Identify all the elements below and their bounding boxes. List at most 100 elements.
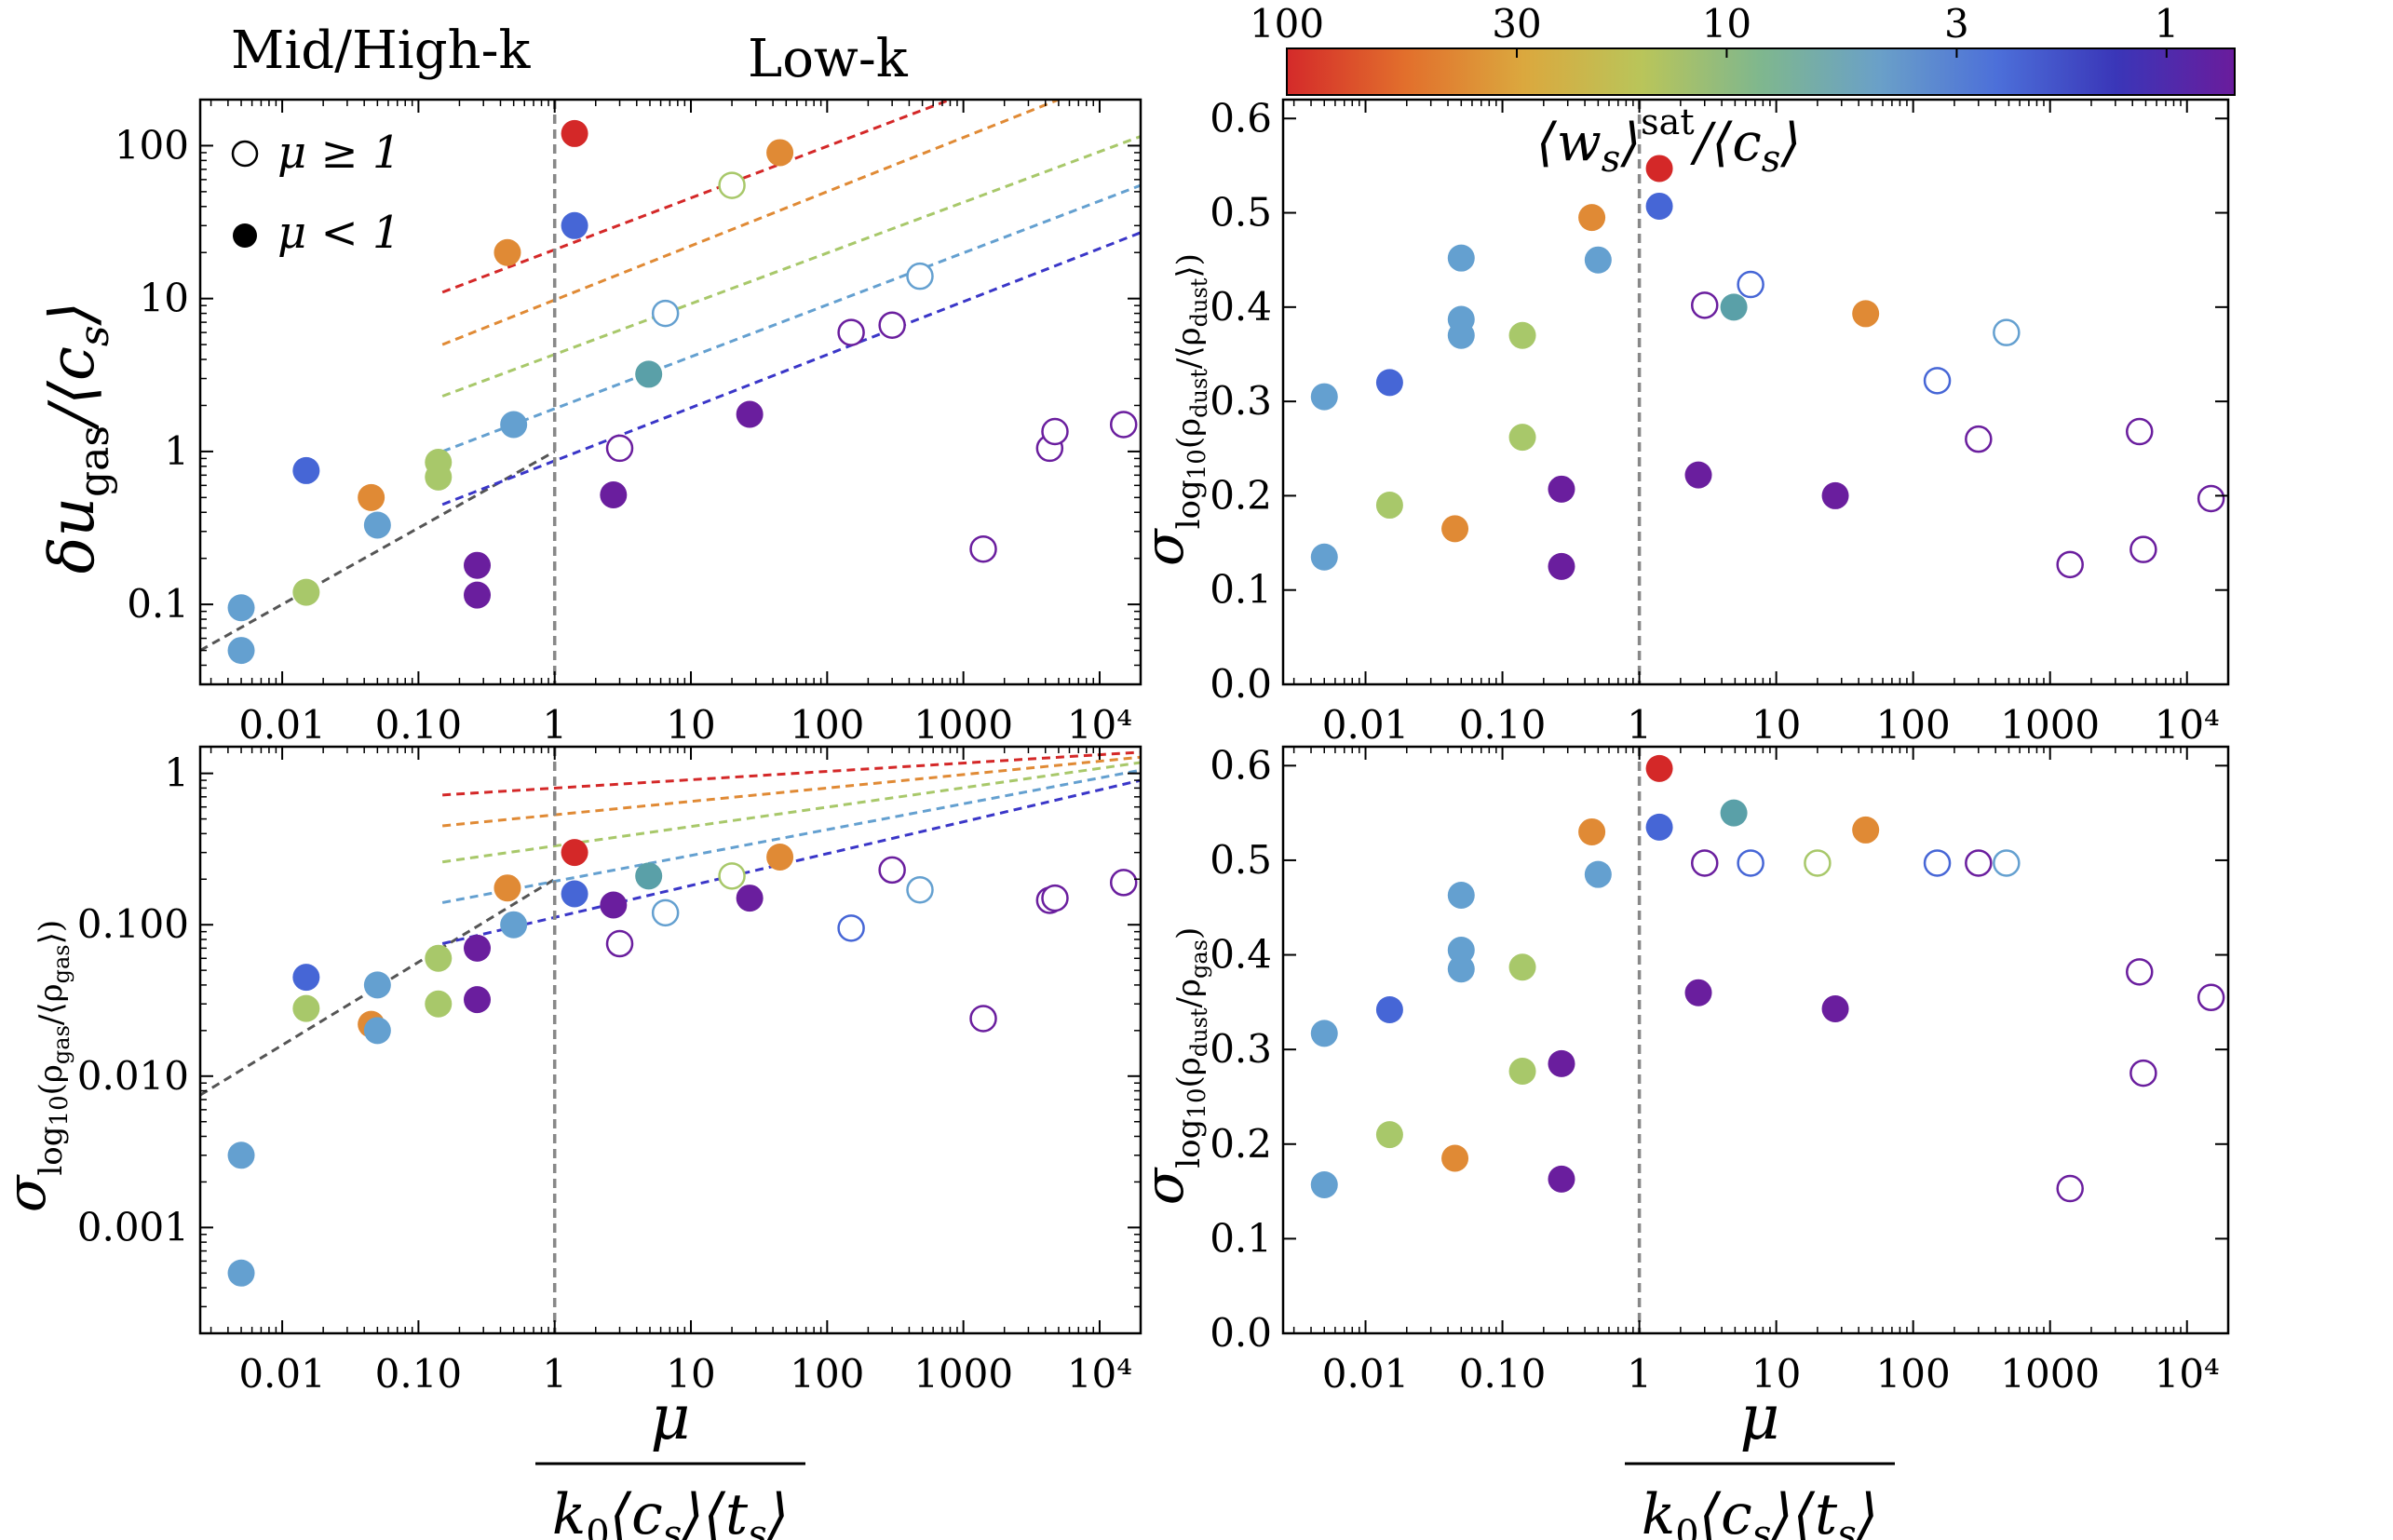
y-tick-label: 0.1 xyxy=(1210,1215,1272,1261)
model-curve xyxy=(442,750,1141,797)
y-tick-label: 10 xyxy=(140,276,189,321)
y-tick-label: 0.5 xyxy=(1210,190,1272,236)
data-point-filled xyxy=(1375,369,1403,397)
data-point-filled xyxy=(1578,204,1606,232)
data-point-filled xyxy=(500,411,528,439)
colorbar-gradient xyxy=(1286,47,2236,96)
data-point-filled xyxy=(464,581,492,609)
data-point-filled xyxy=(363,1017,391,1045)
panel-top-right: 0.01 0.10 1 10 100 1000 10⁴ 0.0 0.1 0.2 0.3 0.4 0.5 0… xyxy=(1210,95,2230,748)
axes-frame xyxy=(1281,745,2230,1335)
data-point-filled xyxy=(1584,246,1612,274)
data-point-filled xyxy=(493,874,521,902)
region-label-low: Low-k xyxy=(748,29,909,89)
y-tick-label: 1 xyxy=(164,750,189,796)
x-tick-label: 0.01 xyxy=(238,1351,326,1397)
x-tick-label: 1000 xyxy=(913,1351,1013,1397)
data-point-filled xyxy=(1578,817,1606,845)
data-point-open xyxy=(651,898,680,927)
data-point-filled xyxy=(1720,293,1748,321)
x-tick-label: 1000 xyxy=(913,702,1013,748)
data-point-filled xyxy=(1441,1144,1469,1172)
data-point-filled xyxy=(1684,979,1712,1006)
x-tick-label: 1000 xyxy=(2000,702,2100,748)
data-point-filled xyxy=(600,481,628,509)
svg-text:σlog10(ρdust/ρgas): σlog10(ρdust/ρgas) xyxy=(1132,927,1212,1206)
colorbar-tick-label: 1 xyxy=(2154,1,2179,47)
x-tick-label: 0.01 xyxy=(1322,702,1410,748)
x-tick-label: 10 xyxy=(666,1351,715,1397)
data-point-filled xyxy=(1447,244,1475,272)
data-point-filled xyxy=(464,986,492,1014)
y-tick-label: 100 xyxy=(115,122,189,168)
data-point-filled xyxy=(425,990,453,1018)
x-tick-label: 0.10 xyxy=(1459,702,1547,748)
x-tick-label: 10 xyxy=(1751,1351,1801,1397)
data-point-filled xyxy=(292,994,320,1022)
y-tick-label: 1 xyxy=(164,428,189,474)
data-point-open xyxy=(1737,849,1764,877)
x-tick-label: 0.01 xyxy=(1322,1351,1410,1397)
x-tick-label: 0.10 xyxy=(375,702,463,748)
data-point-filled xyxy=(1584,860,1612,888)
data-point-filled xyxy=(493,238,521,266)
svg-text:μ: μ xyxy=(1740,1382,1780,1453)
data-point-open xyxy=(718,171,746,199)
x-tick-label: 10⁴ xyxy=(1067,1351,1132,1397)
ylabel-bottom-left: σlog10(ρgas/⟨ρgas⟩) xyxy=(0,920,74,1212)
x-tick-label: 100 xyxy=(790,702,864,748)
x-tick-label: 1 xyxy=(1627,1351,1652,1397)
data-point-filled xyxy=(227,637,255,665)
x-tick-label: 1 xyxy=(542,702,567,748)
data-point-open xyxy=(1804,849,1832,877)
y-tick-label: 0.6 xyxy=(1210,95,1272,141)
x-tick-label: 10 xyxy=(666,702,715,748)
data-point-filled xyxy=(363,511,391,539)
model-curve xyxy=(441,135,1141,398)
data-point-filled xyxy=(736,400,764,428)
y-tick-label: 0.010 xyxy=(77,1053,189,1099)
data-point-open xyxy=(2056,1174,2084,1203)
data-point-filled xyxy=(561,211,588,239)
y-tick-label: 0.4 xyxy=(1210,284,1272,330)
data-point-open xyxy=(878,856,906,885)
model-curve xyxy=(441,231,1141,507)
x-tick-label: 10 xyxy=(1751,702,1801,748)
data-point-filled xyxy=(227,1259,255,1287)
data-point-open xyxy=(969,534,997,563)
data-point-filled xyxy=(363,971,391,999)
colorbar: 100 30 10 3 1 ⟨ws⟩sat/⟨cs⟩ xyxy=(1250,1,2236,181)
model-curve xyxy=(441,768,1141,904)
data-point-open xyxy=(1993,849,2021,877)
data-point-filled xyxy=(1548,1165,1575,1193)
data-point-open xyxy=(1965,425,1993,453)
x-tick-label: 100 xyxy=(1876,702,1951,748)
data-point-open xyxy=(1041,884,1069,912)
plot-area xyxy=(200,747,1141,1333)
data-point-filled xyxy=(1645,813,1673,841)
data-point-open xyxy=(878,311,906,339)
data-point-open xyxy=(906,875,934,904)
model-curve xyxy=(441,761,1141,864)
data-point-filled xyxy=(358,483,385,511)
data-point-filled xyxy=(1310,383,1338,411)
data-point-filled xyxy=(1852,300,1880,328)
data-point-filled xyxy=(1441,515,1469,543)
data-point-filled xyxy=(1447,936,1475,964)
plot-area xyxy=(200,100,1141,684)
svg-text:k0⟨cs⟩⟨ts⟩: k0⟨cs⟩⟨ts⟩ xyxy=(552,1482,789,1540)
y-tick-label: 0.0 xyxy=(1210,1310,1272,1356)
colorbar-tick-label: 10 xyxy=(1702,1,1751,47)
data-point-filled xyxy=(1508,321,1536,349)
data-point-open xyxy=(605,434,634,463)
data-point-open xyxy=(1109,411,1138,439)
y-tick-label: 0.001 xyxy=(77,1204,189,1250)
data-point-filled xyxy=(227,1141,255,1169)
data-point-open xyxy=(1965,849,1993,877)
data-point-open xyxy=(2129,535,2157,563)
data-point-filled xyxy=(635,360,663,388)
data-point-open xyxy=(1109,869,1138,897)
axes-frame xyxy=(1281,98,2230,686)
panel-bottom-left: 0.01 0.10 1 10 100 1000 10⁴ 0.001 0.010 0.100 1 xyxy=(77,745,1142,1397)
data-point-filled xyxy=(1375,995,1403,1023)
